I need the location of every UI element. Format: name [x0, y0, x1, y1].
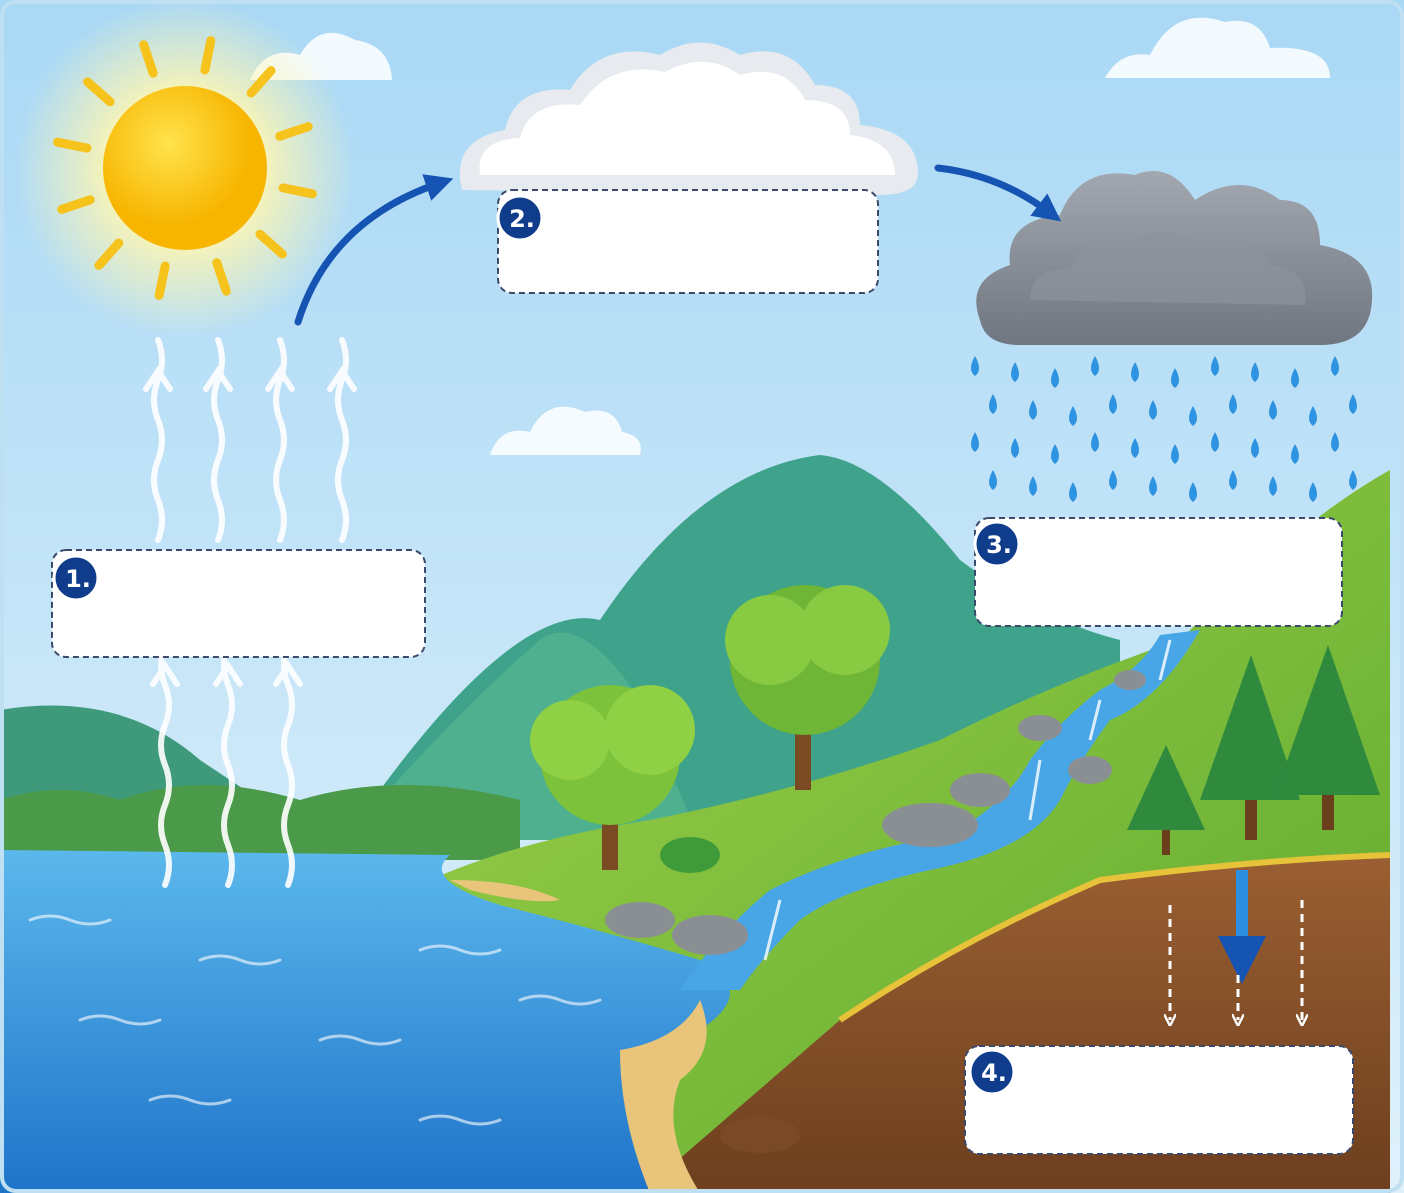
rain-drop [1211, 356, 1219, 376]
rain-drop [1309, 482, 1317, 502]
sun-ray [154, 261, 170, 300]
evaporation-arrows [143, 337, 357, 888]
far-forest [0, 785, 520, 860]
rain-drop [971, 356, 979, 376]
rain-drop [1269, 400, 1277, 420]
rain-drop [1309, 406, 1317, 426]
rain-drop [1229, 470, 1237, 490]
rain-drop [1171, 444, 1179, 464]
arrow-condensation-to-precipitation [934, 164, 1062, 222]
rain-drop [1149, 400, 1157, 420]
rain-drop [1029, 400, 1037, 420]
rain-drop [1189, 406, 1197, 426]
sun-ray [139, 40, 158, 78]
rain-drop [1029, 476, 1037, 496]
vapor-arrow [221, 642, 235, 888]
sun-rays [53, 36, 317, 300]
vapor-arrow-head [265, 365, 295, 392]
rain-drop [1211, 432, 1219, 452]
soil-edge [838, 852, 1391, 1023]
sun [103, 86, 267, 250]
rocks [605, 670, 1146, 1153]
step-4: 4. [964, 1045, 1354, 1155]
badge-number: 1. [65, 565, 91, 593]
step-2: 2. [496, 189, 879, 294]
rain-drop [1011, 362, 1019, 382]
rain-drop [1251, 362, 1259, 382]
sun-ray [200, 36, 216, 75]
sun-ray [57, 195, 95, 214]
rain-drop [1051, 444, 1059, 464]
river [680, 630, 1200, 990]
white-cloud [459, 42, 919, 195]
badge [973, 520, 1021, 568]
step-3: 3. [973, 517, 1343, 627]
rain-drop [1291, 444, 1299, 464]
rain-drop [1069, 482, 1077, 502]
rain-drop [1109, 470, 1117, 490]
deciduous-trees [530, 585, 890, 873]
sun-ray [53, 137, 92, 153]
badge [496, 194, 544, 242]
rain-drop [1171, 368, 1179, 388]
vapor-arrow-head [203, 365, 233, 392]
sun-ray [278, 183, 317, 199]
rain-drop [1349, 470, 1357, 490]
rain-drops [971, 356, 1357, 502]
label-box[interactable] [964, 1045, 1354, 1155]
sun-ray [246, 66, 276, 98]
lake [0, 850, 730, 1193]
badge-number: 4. [981, 1059, 1007, 1087]
rain-drop [971, 432, 979, 452]
badge [968, 1048, 1016, 1096]
rain-drop [1269, 476, 1277, 496]
rain-drop [1291, 368, 1299, 388]
vapor-arrow-head [143, 365, 173, 392]
rain-drop [1189, 482, 1197, 502]
step-1: 1. [51, 549, 426, 658]
rain-drop [989, 394, 997, 414]
sun-ray [94, 238, 124, 270]
arrow-evaporation-to-condensation [294, 174, 454, 326]
rain-cloud [976, 170, 1373, 345]
rain-drop [1331, 432, 1339, 452]
badge-number: 3. [986, 531, 1012, 559]
rain-drop [989, 470, 997, 490]
rain-drop [1051, 368, 1059, 388]
sand-shore [450, 880, 707, 1193]
vapor-arrow-head [213, 660, 243, 687]
rain-drop [1131, 362, 1139, 382]
label-box[interactable] [497, 189, 879, 294]
badge-number: 2. [509, 205, 535, 233]
label-box[interactable] [974, 517, 1343, 627]
sun-ray [212, 258, 231, 296]
sun-ray [275, 122, 313, 141]
rain-drop [1131, 438, 1139, 458]
rain-drop [1109, 394, 1117, 414]
rain-drop [1331, 356, 1339, 376]
rain-drop [1011, 438, 1019, 458]
sun-ray [255, 229, 287, 259]
label-box[interactable] [51, 549, 426, 658]
rain-drop [1091, 356, 1099, 376]
lake-waves [28, 914, 602, 1126]
vapor-arrow-head [150, 660, 180, 687]
vapor-arrow-head [273, 660, 303, 687]
rain-drop [1069, 406, 1077, 426]
vapor-arrow [281, 642, 295, 888]
infiltration-dashed-arrows [1170, 900, 1302, 1020]
vapor-arrow [158, 642, 172, 888]
waterfall-streaks [763, 639, 1172, 961]
badge [52, 554, 100, 602]
pine-trees [1127, 645, 1380, 855]
rain-drop [1251, 438, 1259, 458]
sun-ray [83, 77, 115, 107]
vapor-arrow-head [327, 365, 357, 392]
rain-drop [1149, 476, 1157, 496]
rain-drop [1229, 394, 1237, 414]
rain-drop [1349, 394, 1357, 414]
rain-drop [1091, 432, 1099, 452]
